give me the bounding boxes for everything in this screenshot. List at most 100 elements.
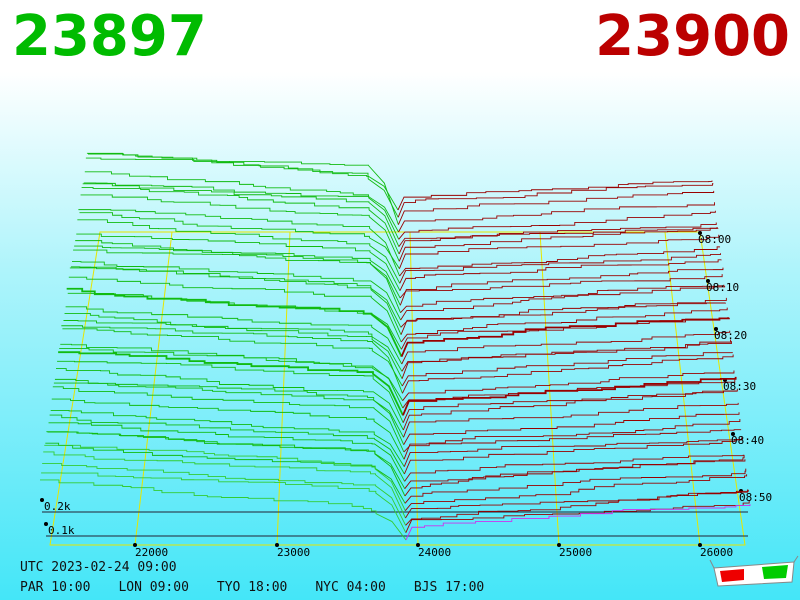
tick-dot	[133, 543, 137, 547]
ask-depth-curve	[403, 402, 739, 438]
bid-depth-curve	[78, 209, 401, 277]
city-times: PAR 10:00 LON 09:00 TYO 18:00 NYC 04:00 BJS …	[20, 580, 484, 595]
bid-depth-curve	[50, 410, 405, 467]
bid-depth-curve	[69, 267, 402, 335]
ask-depth-curve	[405, 500, 750, 533]
bid-depth-curve	[63, 320, 403, 379]
3d-glasses-icon	[709, 555, 799, 587]
ask-depth-curve	[405, 489, 749, 526]
bid-depth-curve	[53, 382, 405, 445]
tick-dot	[416, 543, 420, 547]
ask-depth-curve	[403, 412, 740, 445]
ask-depth-curve	[398, 210, 716, 240]
tick-dot	[698, 231, 702, 235]
time-label: 08:00	[698, 233, 731, 246]
ask-depth-curve	[402, 376, 737, 416]
ask-depth-curve	[400, 316, 729, 350]
ask-depth-curve	[400, 307, 728, 343]
ask-depth-curve	[402, 388, 738, 431]
ask-depth-curve	[400, 284, 725, 313]
city-time: LON 09:00	[118, 580, 189, 595]
grid-line	[134, 231, 173, 546]
tick-dot	[40, 498, 44, 502]
ask-depth-curve	[400, 302, 726, 328]
bid-price: 23897	[12, 4, 207, 69]
bid-depth-curve	[67, 292, 402, 350]
bid-depth-curve	[45, 442, 406, 504]
ask-depth-curve	[400, 285, 726, 321]
ask-depth-curve	[405, 504, 751, 541]
ask-depth-curve	[400, 317, 730, 358]
ask-depth-curve	[398, 227, 718, 255]
bid-depth-curve	[41, 472, 407, 533]
tick-dot	[706, 279, 710, 283]
utc-time: UTC 2023-02-24 09:00	[20, 560, 177, 575]
bid-depth-curve	[81, 187, 400, 255]
tick-dot	[44, 522, 48, 526]
time-label: 08:50	[739, 491, 772, 504]
ask-depth-curve	[401, 352, 733, 387]
tick-dot	[698, 543, 702, 547]
bid-depth-curve	[58, 351, 404, 416]
bid-depth-curve	[59, 348, 404, 409]
bid-depth-curve	[83, 182, 400, 240]
bid-depth-curve	[66, 287, 403, 358]
bid-depth-curve	[61, 325, 403, 394]
bid-depth-curve	[80, 194, 400, 262]
axis-labels: 22000 23000 24000 25000 26000 0.2k 0.1k 08:00 08…	[44, 233, 772, 559]
ask-depth-curve	[403, 437, 743, 467]
ask-depth-curve	[404, 454, 745, 489]
bid-depth-curve	[88, 153, 399, 211]
ask-depth-curve	[405, 489, 748, 519]
ask-depth-curve	[399, 234, 720, 269]
ask-depth-curve	[399, 259, 722, 291]
city-time: BJS 17:00	[413, 580, 485, 595]
ask-depth-curve	[402, 370, 735, 401]
price-label: 22000	[135, 546, 168, 559]
ask-depth-curve	[403, 429, 742, 460]
ask-depth-curve	[400, 297, 727, 335]
bid-depth-curve	[79, 212, 400, 269]
bid-depth-curve	[44, 444, 406, 511]
ask-depth-curve	[404, 468, 747, 504]
ask-depth-curve	[404, 474, 748, 511]
ask-depth-curve	[397, 183, 714, 218]
ask-depth-curve	[404, 454, 744, 482]
bid-depth-curve	[75, 240, 401, 299]
grid-line	[409, 231, 419, 546]
bid-depth-curve	[64, 312, 403, 372]
bid-depth-curve	[56, 368, 404, 431]
ask-depth-curve	[397, 180, 713, 211]
bid-depth-curve	[52, 386, 405, 453]
bid-depth-curve	[42, 463, 407, 526]
bid-depth-curve	[72, 261, 402, 321]
ask-depth-curve	[398, 227, 719, 262]
time-label: 08:40	[731, 434, 764, 447]
price-label: 25000	[559, 546, 592, 559]
ask-price: 23900	[595, 4, 790, 69]
depth-label: 0.2k	[44, 500, 71, 513]
bid-depth-curve	[85, 157, 399, 225]
ask-depth-curve	[399, 267, 724, 306]
bid-depth-curve	[74, 245, 401, 306]
bid-depth-curve	[49, 414, 405, 475]
ask-depth-curve	[401, 330, 731, 365]
grid-line	[539, 231, 560, 546]
ask-depth-curve	[401, 341, 732, 379]
tick-dot	[275, 543, 279, 547]
ask-depth-curve	[402, 354, 734, 394]
tick-dot	[557, 543, 561, 547]
grid-line	[276, 231, 291, 546]
city-time: NYC 04:00	[315, 580, 386, 595]
tick-dot	[714, 327, 718, 331]
bid-depth-curve	[84, 171, 399, 233]
time-label: 08:20	[714, 329, 747, 342]
bid-depth-curve	[86, 152, 399, 218]
price-label: 23000	[277, 546, 310, 559]
bid-depth-curve	[82, 183, 400, 247]
ask-depth-curve	[399, 274, 723, 299]
bid-depth-curve	[65, 306, 403, 365]
bid-depth-curve	[51, 398, 405, 460]
